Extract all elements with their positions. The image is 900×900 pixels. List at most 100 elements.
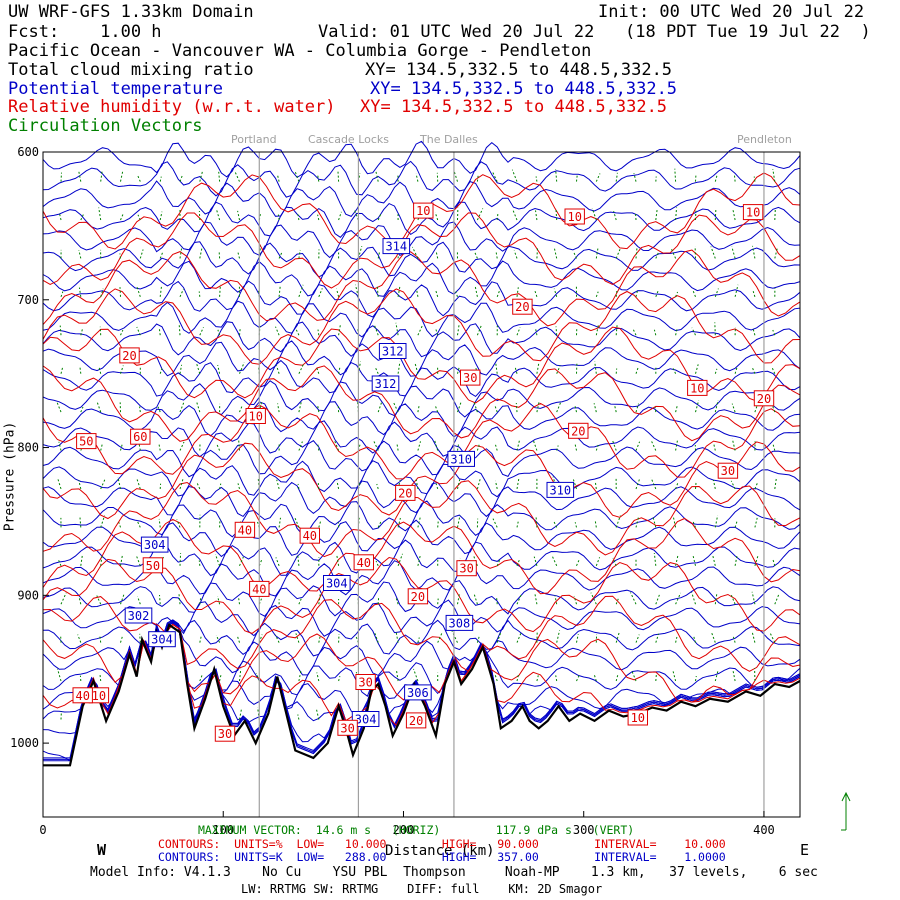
- circulation-vector: [99, 635, 102, 643]
- circulation-vector: [78, 287, 82, 297]
- circulation-vector: [532, 440, 538, 451]
- circulation-vector: [100, 515, 106, 528]
- circulation-vector: [769, 633, 776, 643]
- circulation-vector: [214, 554, 221, 566]
- circulation-vector: [774, 209, 776, 221]
- max-vector-info: MAXIMUM VECTOR: 14.6 m s (HORIZ) 117.9 d…: [198, 823, 635, 837]
- svg-text:10: 10: [248, 410, 262, 424]
- circulation-vector: [693, 635, 696, 643]
- circulation-vector: [457, 401, 462, 413]
- circulation-vector: [734, 175, 736, 182]
- theta-contours: [42, 140, 801, 762]
- svg-text:20: 20: [122, 349, 136, 363]
- svg-text:312: 312: [375, 377, 397, 391]
- circulation-vector: [179, 441, 185, 451]
- circulation-vector: [434, 440, 439, 451]
- circulation-vector: [457, 593, 460, 605]
- circulation-vector: [632, 327, 637, 336]
- circulation-vector: [277, 214, 280, 221]
- field-rh-name: Relative humidity (w.r.t. water): [8, 97, 336, 117]
- circulation-vector: [179, 552, 182, 566]
- circulation-vector: [772, 444, 776, 451]
- circulation-vector: [435, 290, 439, 297]
- circulation-vector: [457, 442, 460, 451]
- circulation-vector: [336, 288, 340, 297]
- circulation-vector: [691, 592, 696, 605]
- circulation-vector: [635, 634, 640, 643]
- circulation-vector: [137, 175, 141, 182]
- circulation-vector: [615, 248, 621, 259]
- x-tick-label: 100: [212, 823, 234, 837]
- circulation-vector: [535, 329, 538, 336]
- circulation-vector: [298, 441, 303, 451]
- circulation-vector: [417, 324, 424, 336]
- circulation-vector: [316, 672, 320, 682]
- circulation-vector: [217, 329, 221, 336]
- circulation-vector: [496, 213, 499, 221]
- circulation-vector: [451, 630, 458, 643]
- circulation-vector: [98, 207, 102, 221]
- circulation-vector: [437, 598, 439, 605]
- y-axis-title: Pressure (hPa): [2, 421, 18, 532]
- rh-contour-label: 30: [717, 462, 739, 479]
- circulation-vector: [98, 366, 102, 374]
- circulation-vector: [515, 402, 518, 413]
- circulation-vector: [179, 401, 185, 413]
- circulation-vector: [752, 291, 756, 297]
- circulation-vector: [60, 172, 62, 182]
- circulation-vector: [675, 481, 679, 490]
- circulation-vector: [516, 674, 519, 682]
- circulation-vector: [695, 482, 697, 489]
- town-label-cascade-locks: Cascade Locks: [308, 133, 390, 146]
- circulation-vector: [57, 478, 62, 490]
- circulation-vector: [236, 635, 240, 643]
- circulation-vector: [353, 209, 359, 221]
- circulation-vector: [395, 632, 399, 643]
- svg-text:302: 302: [128, 609, 150, 623]
- rh-contour-line: [42, 326, 801, 404]
- rh-contour-label: 10: [245, 408, 266, 424]
- field-cloud-xy: XY= 134.5,332.5 to 448.5,332.5: [365, 60, 673, 80]
- circulation-vector: [239, 328, 241, 336]
- circulation-vector: [217, 596, 221, 605]
- circulation-vector: [495, 362, 498, 374]
- circulation-vector: [695, 400, 700, 413]
- circulation-vector: [635, 477, 641, 490]
- circulation-vector: [516, 287, 519, 297]
- physics-info: LW: RRTMG SW: RRTMG DIFF: full KM: 2D Sm…: [241, 882, 603, 896]
- circulation-vector: [60, 366, 64, 374]
- circulation-vector: [297, 483, 300, 489]
- circulation-vector: [593, 674, 597, 682]
- circulation-vector: [159, 594, 161, 605]
- circulation-vector: [516, 521, 519, 528]
- circulation-vector: [457, 367, 460, 374]
- rh-contour-label: 20: [405, 712, 427, 729]
- circulation-vector: [615, 673, 619, 682]
- circulation-vector: [536, 401, 540, 413]
- circulation-vector: [297, 214, 300, 221]
- circulation-vector: [294, 518, 300, 528]
- circulation-vector: [692, 521, 696, 528]
- circulation-vector: [457, 325, 460, 336]
- circulation-vector: [316, 368, 320, 374]
- circulation-vector: [476, 444, 480, 451]
- circulation-vector: [650, 440, 657, 451]
- circulation-vector: [455, 291, 458, 297]
- circulation-vector: [276, 479, 280, 490]
- circulation-vector: [754, 555, 759, 566]
- circulation-vector: [80, 213, 84, 221]
- rh-contours: [42, 172, 801, 727]
- svg-text:40: 40: [303, 529, 317, 543]
- circulation-vector: [338, 675, 341, 682]
- circulation-vector: [60, 291, 64, 297]
- circulation-vector: [298, 597, 303, 605]
- circulation-vector: [80, 329, 83, 336]
- circulation-vector: [533, 556, 538, 566]
- circulation-vector: [239, 404, 244, 413]
- circulation-vector: [58, 441, 62, 451]
- circulation-vector: [752, 329, 756, 336]
- theta-contour-line: [42, 300, 801, 338]
- field-vectors-name: Circulation Vectors: [8, 116, 203, 136]
- circulation-vector: [417, 212, 422, 221]
- circulation-vector: [435, 329, 439, 336]
